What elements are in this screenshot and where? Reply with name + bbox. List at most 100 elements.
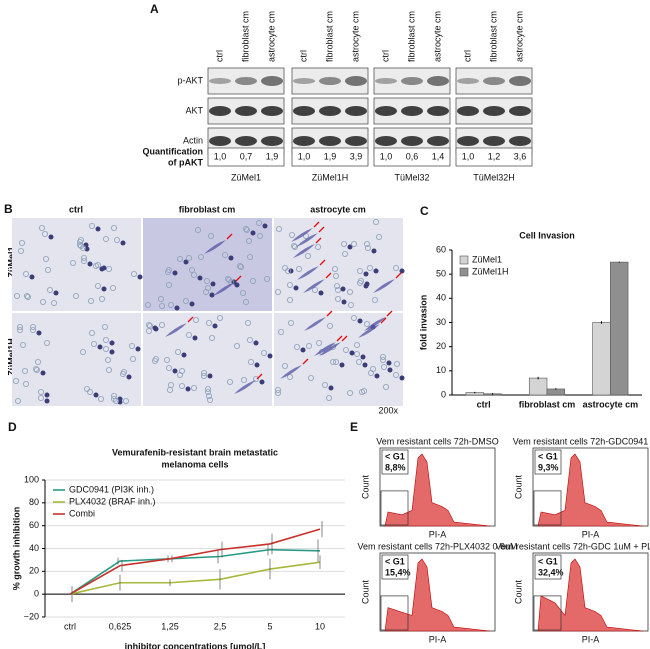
pore	[334, 295, 341, 302]
column-label: ctrl	[69, 204, 83, 214]
x-axis-label: inhibitor concentrations [µmol/L]	[125, 641, 266, 649]
histogram	[384, 558, 491, 632]
x-tick-label: ctrl	[477, 399, 491, 409]
pore	[393, 360, 400, 367]
arrow	[235, 275, 242, 282]
pore	[21, 367, 28, 374]
pore	[202, 288, 209, 295]
pore	[38, 388, 45, 395]
pore	[216, 314, 223, 321]
pore	[121, 368, 128, 375]
pore	[200, 372, 207, 379]
pore	[245, 237, 252, 244]
pore	[165, 281, 172, 288]
pore	[263, 275, 270, 282]
pore	[130, 270, 137, 277]
x-axis-label: PI-A	[429, 529, 447, 539]
pore	[166, 386, 173, 393]
pore	[178, 367, 185, 374]
pore	[366, 264, 373, 271]
pore	[105, 356, 112, 363]
band	[509, 106, 531, 116]
gate-value: 15,4%	[385, 567, 411, 577]
histogram-title: Vem resistant cells 72h-GDC0941 1uM	[513, 436, 650, 446]
pore	[284, 267, 291, 274]
gate-value: 9,3%	[538, 462, 559, 472]
pore	[89, 222, 96, 229]
pore	[129, 355, 136, 362]
y-tick-label: 40	[436, 293, 446, 303]
pore	[174, 348, 181, 355]
group-name: ZüMel1	[231, 172, 261, 182]
pore	[321, 381, 328, 388]
pore	[192, 316, 199, 323]
lane-label: astrocyte cm	[266, 11, 276, 62]
arrow	[326, 310, 333, 317]
cell	[296, 233, 318, 247]
pore	[363, 240, 370, 247]
pore	[225, 276, 232, 283]
nucleus	[210, 281, 216, 287]
lane-label: ctrl	[462, 50, 472, 62]
bar	[610, 261, 629, 396]
pore	[281, 264, 288, 271]
gate-label: < G1	[385, 556, 405, 566]
pore	[275, 225, 282, 232]
pore	[249, 277, 256, 284]
pore	[84, 385, 91, 392]
y-axis-label: fold invasion	[418, 295, 428, 351]
band	[319, 77, 341, 85]
y-tick-label: 60	[29, 520, 39, 530]
nucleus	[364, 281, 370, 287]
micrograph	[12, 218, 141, 311]
nucleus	[253, 340, 259, 346]
band	[401, 77, 423, 85]
pore	[260, 349, 267, 356]
pore	[244, 319, 251, 326]
pore	[188, 266, 195, 273]
pore	[185, 331, 192, 338]
pore	[206, 396, 213, 403]
pore	[99, 295, 106, 302]
micrograph	[143, 218, 272, 311]
band	[293, 106, 315, 116]
band	[345, 106, 367, 116]
arrow	[325, 272, 332, 279]
cell	[364, 317, 386, 331]
pore	[314, 243, 321, 250]
x-tick-label: 5	[267, 621, 272, 631]
quant-label: of pAKT	[168, 157, 203, 167]
nucleus	[87, 261, 93, 267]
y-tick-label: −20	[24, 611, 39, 621]
pore	[35, 358, 42, 365]
pore	[19, 341, 26, 348]
nucleus	[340, 286, 346, 292]
nucleus	[362, 362, 368, 368]
pore	[364, 244, 371, 251]
arrow	[256, 373, 263, 380]
pore	[29, 323, 36, 330]
x-tick-label: ctrl	[64, 621, 76, 631]
panel-label: D	[8, 420, 17, 434]
arrow	[302, 358, 309, 365]
pore	[167, 301, 174, 308]
gate-value: 32,4%	[538, 567, 564, 577]
pore	[252, 375, 259, 382]
pore	[340, 240, 347, 247]
y-tick-label: 0	[441, 389, 446, 399]
y-tick-label: 10	[436, 365, 446, 375]
nucleus	[341, 299, 347, 305]
histogram-title: Vem resistant cells 72h-GDC 1uM + PLX 0.…	[495, 541, 650, 551]
pore	[332, 358, 339, 365]
x-axis-label: PI-A	[582, 529, 600, 539]
nucleus	[373, 268, 379, 274]
nucleus	[172, 368, 178, 374]
pore	[78, 236, 85, 243]
pore	[95, 282, 102, 289]
pore	[22, 270, 29, 277]
pore	[315, 339, 322, 346]
band	[427, 76, 449, 86]
y-tick-label: 50	[436, 269, 446, 279]
arrow	[318, 226, 325, 233]
cell	[291, 228, 313, 242]
